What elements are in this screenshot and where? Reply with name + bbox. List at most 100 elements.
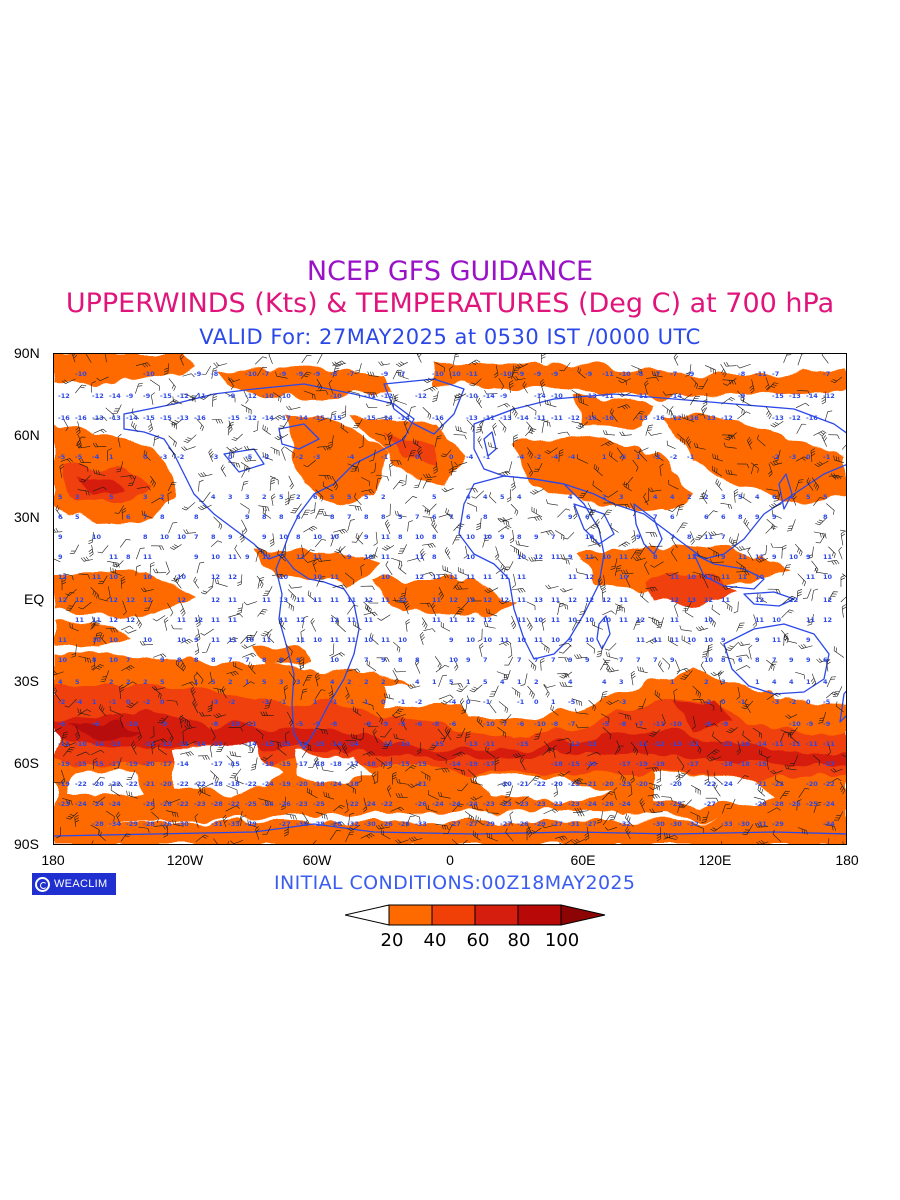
svg-text:-33: -33 (721, 820, 733, 828)
svg-text:10: 10 (364, 636, 374, 644)
svg-text:7: 7 (449, 513, 454, 521)
svg-text:-6: -6 (449, 720, 457, 728)
svg-text:-10: -10 (500, 370, 512, 378)
svg-text:6: 6 (58, 513, 63, 521)
svg-text:-7: -7 (636, 720, 643, 728)
svg-text:11: 11 (551, 616, 561, 624)
svg-text:-2: -2 (58, 698, 65, 706)
svg-text:-16: -16 (602, 414, 614, 422)
svg-text:-8: -8 (619, 720, 627, 728)
svg-text:9: 9 (534, 533, 539, 541)
svg-text:-2: -2 (534, 453, 541, 461)
svg-text:-28: -28 (211, 800, 223, 808)
svg-text:2: 2 (126, 678, 131, 686)
svg-text:-10: -10 (262, 392, 274, 400)
svg-text:7: 7 (551, 533, 556, 541)
svg-text:2: 2 (381, 678, 386, 686)
svg-text:-18: -18 (721, 760, 733, 768)
svg-text:2: 2 (296, 493, 301, 501)
svg-text:9: 9 (449, 636, 454, 644)
lat-label-60s: 60S (14, 755, 39, 771)
svg-text:-10: -10 (449, 370, 461, 378)
svg-text:-18: -18 (313, 780, 325, 788)
svg-text:-9: -9 (228, 392, 236, 400)
svg-text:2: 2 (364, 678, 369, 686)
svg-text:6: 6 (466, 513, 471, 521)
svg-text:12: 12 (670, 596, 679, 604)
copyright-c-icon (35, 876, 50, 892)
svg-text:-18: -18 (381, 760, 393, 768)
svg-text:7: 7 (517, 656, 522, 664)
svg-text:-4: -4 (551, 453, 559, 461)
svg-text:9: 9 (194, 553, 199, 561)
svg-text:-5: -5 (619, 453, 627, 461)
svg-text:-14: -14 (296, 414, 308, 422)
svg-text:11: 11 (738, 573, 748, 581)
svg-text:-7: -7 (398, 370, 405, 378)
svg-text:12: 12 (704, 596, 713, 604)
svg-text:11: 11 (500, 636, 510, 644)
svg-text:-30: -30 (738, 820, 750, 828)
svg-text:-9: -9 (500, 392, 508, 400)
svg-text:5: 5 (75, 513, 80, 521)
svg-text:-28: -28 (313, 820, 325, 828)
svg-text:11: 11 (738, 553, 748, 561)
svg-text:-15: -15 (160, 414, 172, 422)
svg-text:7: 7 (551, 656, 556, 664)
svg-text:-10: -10 (126, 720, 138, 728)
svg-text:10: 10 (704, 636, 714, 644)
svg-text:-23: -23 (534, 800, 546, 808)
svg-text:9: 9 (670, 656, 675, 664)
svg-text:-14: -14 (670, 392, 682, 400)
svg-text:4: 4 (568, 678, 573, 686)
svg-text:12: 12 (262, 553, 271, 561)
map-canvas: -10 -10 -9 -8 -10 -7 -9 -9 -9 -8 -7 -9 -7 -10 -10 -11 -1… (54, 354, 846, 844)
svg-text:-22: -22 (228, 800, 240, 808)
svg-text:11: 11 (109, 553, 119, 561)
svg-text:-11: -11 (364, 392, 376, 400)
svg-text:10: 10 (755, 573, 765, 581)
svg-text:-11: -11 (483, 414, 495, 422)
svg-text:-15: -15 (568, 760, 580, 768)
svg-text:-10: -10 (466, 392, 478, 400)
svg-text:-3: -3 (211, 453, 218, 461)
svg-text:-13: -13 (789, 392, 801, 400)
svg-text:9: 9 (789, 656, 794, 664)
svg-text:5: 5 (449, 678, 454, 686)
svg-text:11: 11 (381, 596, 391, 604)
svg-text:10: 10 (109, 636, 119, 644)
svg-text:11: 11 (551, 596, 561, 604)
svg-text:11: 11 (704, 533, 714, 541)
svg-text:2: 2 (228, 678, 233, 686)
svg-text:-20: -20 (296, 780, 308, 788)
svg-text:-9: -9 (585, 370, 593, 378)
svg-text:-24: -24 (364, 800, 376, 808)
svg-text:-7: -7 (670, 370, 677, 378)
svg-text:-16: -16 (738, 740, 750, 748)
svg-text:-11: -11 (194, 392, 206, 400)
svg-text:9: 9 (364, 533, 369, 541)
svg-text:11: 11 (704, 573, 714, 581)
svg-text:-8: -8 (636, 370, 644, 378)
legend-swatch-20-40 (388, 904, 433, 926)
svg-text:5: 5 (364, 493, 369, 501)
svg-text:5: 5 (262, 678, 267, 686)
svg-text:6: 6 (704, 513, 709, 521)
svg-text:10: 10 (483, 533, 493, 541)
svg-text:12: 12 (143, 596, 152, 604)
svg-text:-18: -18 (228, 780, 240, 788)
svg-text:-13: -13 (500, 414, 512, 422)
svg-text:6: 6 (432, 513, 437, 521)
svg-text:12: 12 (364, 596, 373, 604)
svg-text:-9: -9 (160, 720, 168, 728)
svg-text:9: 9 (772, 553, 777, 561)
svg-text:-20: -20 (551, 780, 563, 788)
svg-text:-13: -13 (585, 740, 597, 748)
svg-text:-11: -11 (806, 740, 818, 748)
svg-text:-9: -9 (738, 392, 746, 400)
svg-text:-22: -22 (823, 780, 835, 788)
svg-text:7: 7 (534, 656, 539, 664)
svg-text:9: 9 (228, 533, 233, 541)
svg-text:9: 9 (636, 533, 641, 541)
svg-text:-26: -26 (279, 800, 291, 808)
